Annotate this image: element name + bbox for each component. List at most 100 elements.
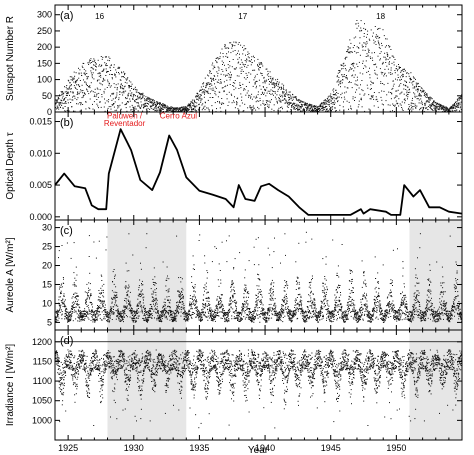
sunspot-point [449,107,451,109]
aureole-point [198,316,200,318]
aureole-point [253,310,255,312]
sunspot-point [259,64,260,66]
sunspot-point [145,106,147,107]
aureole-point [78,304,80,305]
sunspot-point [192,102,194,104]
sunspot-point [79,110,81,112]
sunspot-point [76,84,78,86]
aureole-point [167,310,169,312]
aureole-point [161,318,163,320]
sunspot-point [222,56,224,58]
aureole-point [92,309,94,311]
sunspot-point [85,101,87,103]
aureole-point [285,285,287,287]
aureole-point [173,313,175,315]
sunspot-point [242,83,244,85]
aureole-point [111,302,113,304]
sunspot-point [202,108,204,109]
sunspot-point [97,59,99,61]
aureole-point [175,317,177,319]
sunspot-point [408,107,410,109]
aureole-point [137,305,139,307]
sunspot-point [160,109,162,111]
sunspot-point [137,95,139,97]
sunspot-point [314,108,315,110]
sunspot-point [105,56,107,58]
sunspot-point [325,100,327,102]
sunspot-point [276,84,277,86]
aureole-point [138,305,140,307]
sunspot-point [276,94,278,96]
aureole-point [113,312,115,314]
sunspot-point [225,74,227,76]
sunspot-point [355,23,357,25]
sunspot-point [326,109,327,110]
sunspot-point [219,82,221,84]
sunspot-point [270,76,272,78]
aureole-point [243,316,245,318]
aureole-point [256,313,257,315]
sunspot-point [304,102,306,104]
aureole-point [270,288,272,290]
aureole-point [116,304,118,306]
aureole-point [77,320,79,322]
sunspot-point [384,56,386,58]
sunspot-point [127,95,129,97]
aureole-point [190,316,192,318]
aureole-point [181,296,183,298]
aureole-point [96,309,98,311]
sunspot-point [351,108,352,110]
aureole-point [114,304,116,306]
sunspot-point [282,99,284,101]
sunspot-point [356,76,358,78]
sunspot-point [375,63,377,65]
aureole-point [189,295,191,297]
sunspot-point [396,65,398,67]
aureole-point [250,318,252,320]
sunspot-point [200,100,202,102]
sunspot-point [205,86,207,88]
aureole-point [177,306,179,308]
sunspot-point [419,93,421,95]
sunspot-point [437,103,439,105]
aureole-point [287,306,289,308]
aureole-point [175,310,177,312]
sunspot-point [277,84,279,86]
sunspot-point [377,100,379,102]
aureole-point [176,307,178,309]
sunspot-point [357,106,359,108]
sunspot-point [110,65,112,66]
aureole-point [85,300,87,302]
aureole-point [250,311,251,313]
sunspot-point [60,107,61,108]
aureole-point [279,317,281,319]
sunspot-point [259,85,261,87]
sunspot-point [159,103,161,105]
aureole-point [279,316,280,318]
sunspot-point [215,78,217,80]
sunspot-point [221,87,223,89]
sunspot-point [324,102,326,104]
sunspot-point [435,108,437,110]
sunspot-point [319,109,321,111]
sunspot-point [452,104,454,106]
sunspot-point [451,107,453,109]
sunspot-point [124,73,126,75]
sunspot-point [250,64,252,66]
sunspot-point [220,52,221,54]
sunspot-point [106,70,108,72]
sunspot-point [345,77,347,79]
sunspot-point [138,97,140,99]
sunspot-point [328,99,329,101]
sunspot-point [434,109,436,111]
sunspot-point [411,82,413,84]
sunspot-point [417,83,419,85]
sunspot-point [216,108,217,110]
aureole-point [239,320,241,322]
aureole-point [179,296,181,298]
aureole-point [303,315,305,317]
sunspot-point [194,100,195,102]
aureole-point [285,306,287,308]
aureole-point [286,297,288,299]
aureole-point [116,315,118,317]
